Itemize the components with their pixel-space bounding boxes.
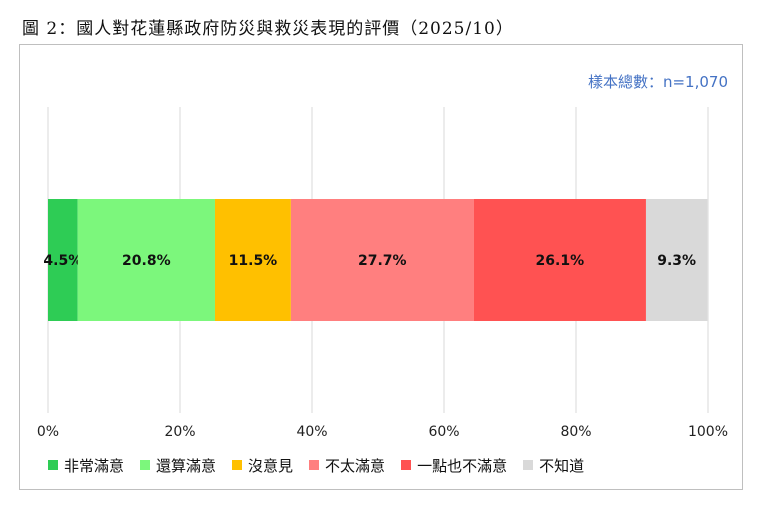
x-tick-label: 100% xyxy=(688,424,728,440)
legend-swatch xyxy=(48,460,58,470)
legend-item: 不太滿意 xyxy=(309,455,385,476)
bar-segment xyxy=(290,199,474,321)
legend-label: 還算滿意 xyxy=(156,456,217,475)
data-label: 26.1% xyxy=(536,253,585,269)
x-tick-label: 40% xyxy=(296,424,327,440)
bar-segment xyxy=(77,199,215,321)
legend-item: 一點也不滿意 xyxy=(401,455,507,476)
figure-title: 圖 2：國人對花蓮縣政府防災與救災表現的評價（2025/10） xyxy=(22,19,514,39)
legend-item: 非常滿意 xyxy=(48,455,124,476)
bar-segment xyxy=(473,199,646,321)
legend-label: 非常滿意 xyxy=(64,456,125,475)
data-label: 9.3% xyxy=(657,253,696,269)
sample-size-note: 樣本總數：n=1,070 xyxy=(587,73,728,91)
bar-segment xyxy=(48,199,78,321)
legend-swatch xyxy=(232,460,243,470)
data-label: 20.8% xyxy=(122,253,171,269)
legend-item: 不知道 xyxy=(523,455,584,476)
bar-segment xyxy=(214,199,291,321)
legend-swatch xyxy=(309,460,320,470)
x-tick-label: 60% xyxy=(428,424,459,440)
legend-label: 沒意見 xyxy=(248,456,294,475)
stacked-bar-chart: 0% 20% 40% 60% 80% 100% 4.5% 20.8% 11.5% 27.7% 26.… xyxy=(37,107,728,440)
x-tick-label: 80% xyxy=(560,424,591,440)
legend-item: 還算滿意 xyxy=(140,455,216,476)
data-label: 27.7% xyxy=(358,253,407,269)
chart-legend: 非常滿意 還算滿意 沒意見 不太滿意 一點也不滿意 不知道 xyxy=(48,455,600,475)
x-tick-label: 20% xyxy=(164,424,195,440)
data-label: 11.5% xyxy=(229,253,278,269)
legend-swatch xyxy=(523,460,534,470)
legend-swatch xyxy=(401,460,412,470)
legend-label: 不知道 xyxy=(539,456,585,475)
x-tick-label: 0% xyxy=(37,424,59,440)
legend-swatch xyxy=(140,460,151,470)
chart-frame: 樣本總數：n=1,070 0% 20% 40% 60% 80% 100% 4.5% 20.8%… xyxy=(19,44,743,490)
legend-label: 一點也不滿意 xyxy=(417,456,508,475)
data-label: 4.5% xyxy=(43,253,82,269)
legend-label: 不太滿意 xyxy=(325,456,386,475)
legend-item: 沒意見 xyxy=(232,455,293,476)
bar-segment xyxy=(645,199,708,321)
